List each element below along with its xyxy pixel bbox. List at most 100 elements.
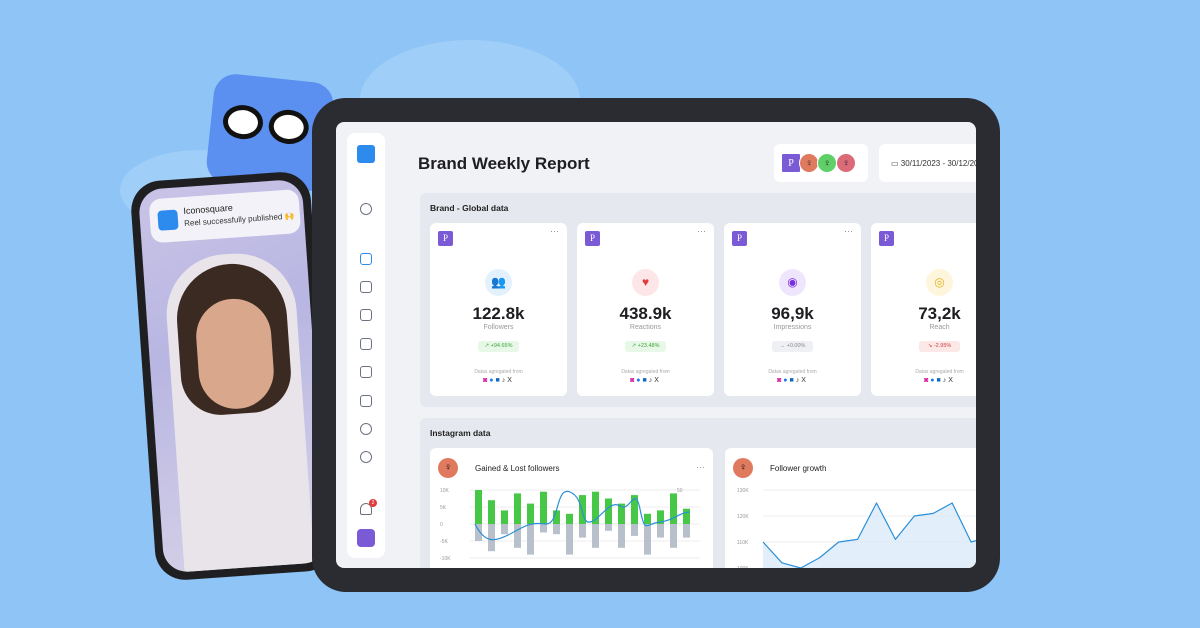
gained-bar [631, 495, 638, 524]
date-range-picker[interactable]: ▭ 30/11/2023 - 30/12/2023 [879, 144, 976, 182]
user-avatar[interactable] [357, 529, 375, 547]
globe-icon[interactable] [360, 451, 372, 463]
account-selector[interactable]: P ♀ ♀ ♀ [774, 144, 868, 182]
metric-card-reach: P ··· ◎ 73,2k Reach ↘ -2.95% Datas agreg… [871, 223, 976, 396]
more-icon[interactable]: ··· [697, 226, 706, 236]
gained-bar [592, 491, 599, 524]
linkedin-icon: ■ [642, 377, 649, 384]
lost-bar [644, 524, 651, 555]
bell-icon[interactable] [360, 503, 372, 515]
account-avatar[interactable]: P [438, 231, 453, 246]
tiktok-icon: ♪ [942, 377, 949, 384]
y-tick-label: 130K [737, 488, 749, 494]
page-title: Brand Weekly Report [418, 154, 590, 173]
network-icons: ◙●■♪X [430, 377, 567, 384]
calendar-icon: ▭ [891, 159, 901, 168]
book-icon[interactable] [360, 395, 372, 407]
instagram-icon: ◙ [924, 377, 931, 384]
compass-icon[interactable] [360, 203, 372, 215]
y-tick-label: 5K [440, 505, 447, 511]
tiktok-account-avatar: ♀ [836, 153, 856, 173]
x-icon: X [507, 377, 514, 384]
analytics-icon[interactable] [360, 281, 372, 293]
gained-bar [501, 510, 508, 524]
instagram-account-avatar[interactable]: ♀ [438, 458, 458, 478]
facebook-icon: ● [783, 377, 790, 384]
network-icons: ◙●■♪X [577, 377, 714, 384]
person-photo [162, 249, 315, 574]
growth-line [762, 502, 976, 568]
lost-bar [553, 524, 560, 535]
y-tick-label: 120K [737, 514, 749, 520]
y-tick-label: -10K [440, 556, 451, 562]
eye-icon: ◉ [779, 269, 806, 296]
aggregated-label: Datas agregated from [768, 369, 817, 375]
phone-screen: Iconosquare Reel successfully published … [137, 178, 329, 574]
follower-growth-chart: 130K 120K 110K 100K [737, 488, 976, 568]
notification-badge: 2 [369, 499, 377, 507]
more-icon[interactable]: ··· [844, 226, 853, 236]
y-tick-label: 110K [737, 540, 749, 546]
account-avatar[interactable]: P [585, 231, 600, 246]
more-icon[interactable]: ··· [696, 462, 705, 472]
metric-value: 122.8k [472, 304, 525, 323]
gained-bar [683, 508, 690, 524]
lost-bar [579, 524, 586, 538]
notification[interactable]: Iconosquare Reel successfully published … [148, 189, 302, 244]
account-avatar[interactable]: P [879, 231, 894, 246]
iconosquare-logo-icon [157, 209, 179, 231]
tiktok-icon: ♪ [795, 377, 802, 384]
gained-bar [514, 493, 521, 524]
y-tick-label: 10K [440, 488, 450, 494]
lost-bar [631, 524, 638, 536]
account-avatar[interactable]: P [732, 231, 747, 246]
metric-card-followers: P ··· 👥 122.8k Followers ↗ +94.65% Datas… [430, 223, 567, 396]
notification-app: Iconosquare [183, 202, 234, 217]
metric-label: Followers [483, 324, 514, 331]
facebook-icon: ● [930, 377, 937, 384]
gained-bar [657, 510, 664, 524]
mascot-eye [267, 107, 311, 146]
lost-bar [683, 524, 690, 538]
metric-value: 438.9k [619, 304, 672, 323]
lost-bar [488, 524, 495, 552]
x-account-avatar: ♀ [817, 153, 837, 173]
gained-bar [670, 493, 677, 524]
image-icon[interactable] [360, 338, 372, 350]
date-range: 30/11/2023 - 30/12/2023 [900, 159, 976, 168]
gained-bar [527, 503, 534, 524]
logo-icon[interactable] [357, 145, 375, 163]
download-icon[interactable] [360, 309, 372, 321]
chart-title: Gained & Lost followers [475, 464, 560, 473]
gained-bar [618, 503, 625, 524]
metric-value: 96,9k [771, 304, 814, 323]
gained-bar [644, 513, 651, 524]
linkedin-icon: ■ [789, 377, 796, 384]
chart-title: Follower growth [770, 464, 827, 473]
gained-lost-card: ♀ Gained & Lost followers ··· 10K 5K 0 -5K -… [430, 448, 713, 568]
lost-bar [540, 524, 547, 533]
gained-lost-chart: 10K 5K 0 -5K -10K 50 [440, 488, 700, 562]
heart-icon: ♥ [632, 269, 659, 296]
instagram-account-avatar[interactable]: ♀ [733, 458, 753, 478]
aggregated-label: Datas agregated from [621, 369, 670, 375]
facebook-icon: ● [489, 377, 496, 384]
chat-icon[interactable] [360, 423, 372, 435]
lost-bar [501, 524, 508, 535]
instagram-icon: ◙ [777, 377, 784, 384]
calendar-icon[interactable] [360, 366, 372, 378]
x-icon: X [654, 377, 661, 384]
lost-bar [566, 524, 573, 555]
gained-bar [488, 500, 495, 524]
global-data-section: Brand - Global data P ··· 👥 122.8k Follo… [420, 193, 976, 407]
tiktok-icon: ♪ [648, 377, 655, 384]
more-icon[interactable]: ··· [550, 226, 559, 236]
change-badge: → +0.00% [772, 341, 813, 352]
y-tick-label: -5K [440, 539, 448, 545]
y2-tick-label: 50 [677, 488, 683, 494]
follower-growth-card: ♀ Follower growth 130K 120K 110K 100K [725, 448, 976, 568]
area-fill [763, 503, 976, 568]
change-badge: ↗ +23.48% [625, 341, 666, 352]
dashboard-icon[interactable] [360, 253, 372, 265]
trend-line [474, 490, 691, 541]
